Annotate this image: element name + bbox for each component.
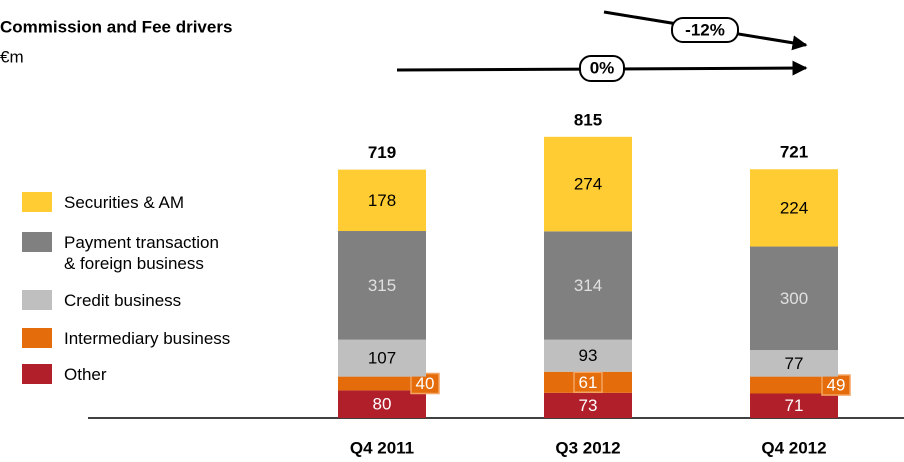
value-label: 274 bbox=[574, 175, 602, 194]
annotation-box bbox=[579, 55, 625, 82]
value-label: 93 bbox=[579, 346, 598, 365]
value-label: 314 bbox=[574, 276, 602, 295]
value-label: 178 bbox=[368, 191, 396, 210]
value-label: 73 bbox=[579, 396, 598, 415]
total-label: 815 bbox=[574, 110, 602, 129]
legend-swatch bbox=[22, 328, 52, 348]
legend-label: Intermediary business bbox=[64, 329, 231, 348]
value-label: 80 bbox=[373, 395, 392, 414]
x-tick-label: Q4 2012 bbox=[761, 438, 826, 457]
value-label: 61 bbox=[579, 373, 598, 392]
legend-label: Payment transaction & foreign business bbox=[64, 233, 219, 273]
legend-item: Securities & AM bbox=[22, 192, 184, 213]
chart-subtitle: €m bbox=[0, 47, 24, 66]
legend-label: Credit business bbox=[64, 291, 182, 310]
legend-item: Other bbox=[22, 364, 107, 385]
bar-segment bbox=[338, 169, 426, 232]
value-label: 224 bbox=[780, 198, 808, 217]
legend-swatch bbox=[22, 232, 52, 252]
value-label: 49 bbox=[827, 376, 846, 395]
legend-item: Intermediary business bbox=[22, 328, 230, 349]
bar-segment bbox=[544, 136, 632, 232]
value-label: 107 bbox=[368, 349, 396, 368]
bar-segment bbox=[750, 350, 838, 377]
legend-label: Securities & AM bbox=[64, 193, 184, 212]
bar-segment bbox=[338, 339, 426, 377]
chart-title: Commission and Fee drivers bbox=[0, 17, 232, 36]
bar-segment bbox=[750, 376, 838, 394]
bar-segment bbox=[750, 169, 838, 247]
bar-segment bbox=[544, 392, 632, 418]
annotation-box bbox=[671, 17, 739, 43]
bar-segment bbox=[544, 339, 632, 372]
total-label: 719 bbox=[368, 143, 396, 162]
value-label: 77 bbox=[785, 354, 804, 373]
value-label: 300 bbox=[780, 289, 808, 308]
legend-item: Payment transaction & foreign business bbox=[22, 232, 224, 274]
legend-swatch bbox=[22, 290, 52, 310]
value-label: 40 bbox=[416, 374, 435, 393]
value-label: 315 bbox=[368, 276, 396, 295]
x-tick-label: Q4 2011 bbox=[350, 438, 414, 457]
bar-segment bbox=[338, 376, 426, 391]
value-label-box bbox=[573, 371, 603, 394]
value-label: 71 bbox=[785, 396, 804, 415]
bar-segment bbox=[544, 231, 632, 340]
total-label: 721 bbox=[780, 143, 808, 162]
bar-segment bbox=[750, 246, 838, 351]
x-tick-label: Q3 2012 bbox=[555, 438, 620, 457]
legend-item: Credit business bbox=[22, 290, 181, 311]
annotation: 0% bbox=[590, 58, 615, 77]
bar-segment bbox=[338, 390, 426, 418]
bar-segment bbox=[750, 393, 838, 418]
legend-swatch bbox=[22, 364, 52, 384]
bar-segment bbox=[338, 231, 426, 340]
legend-label: Other bbox=[64, 365, 107, 384]
annotation: -12% bbox=[685, 20, 725, 39]
legend-swatch bbox=[22, 192, 52, 212]
